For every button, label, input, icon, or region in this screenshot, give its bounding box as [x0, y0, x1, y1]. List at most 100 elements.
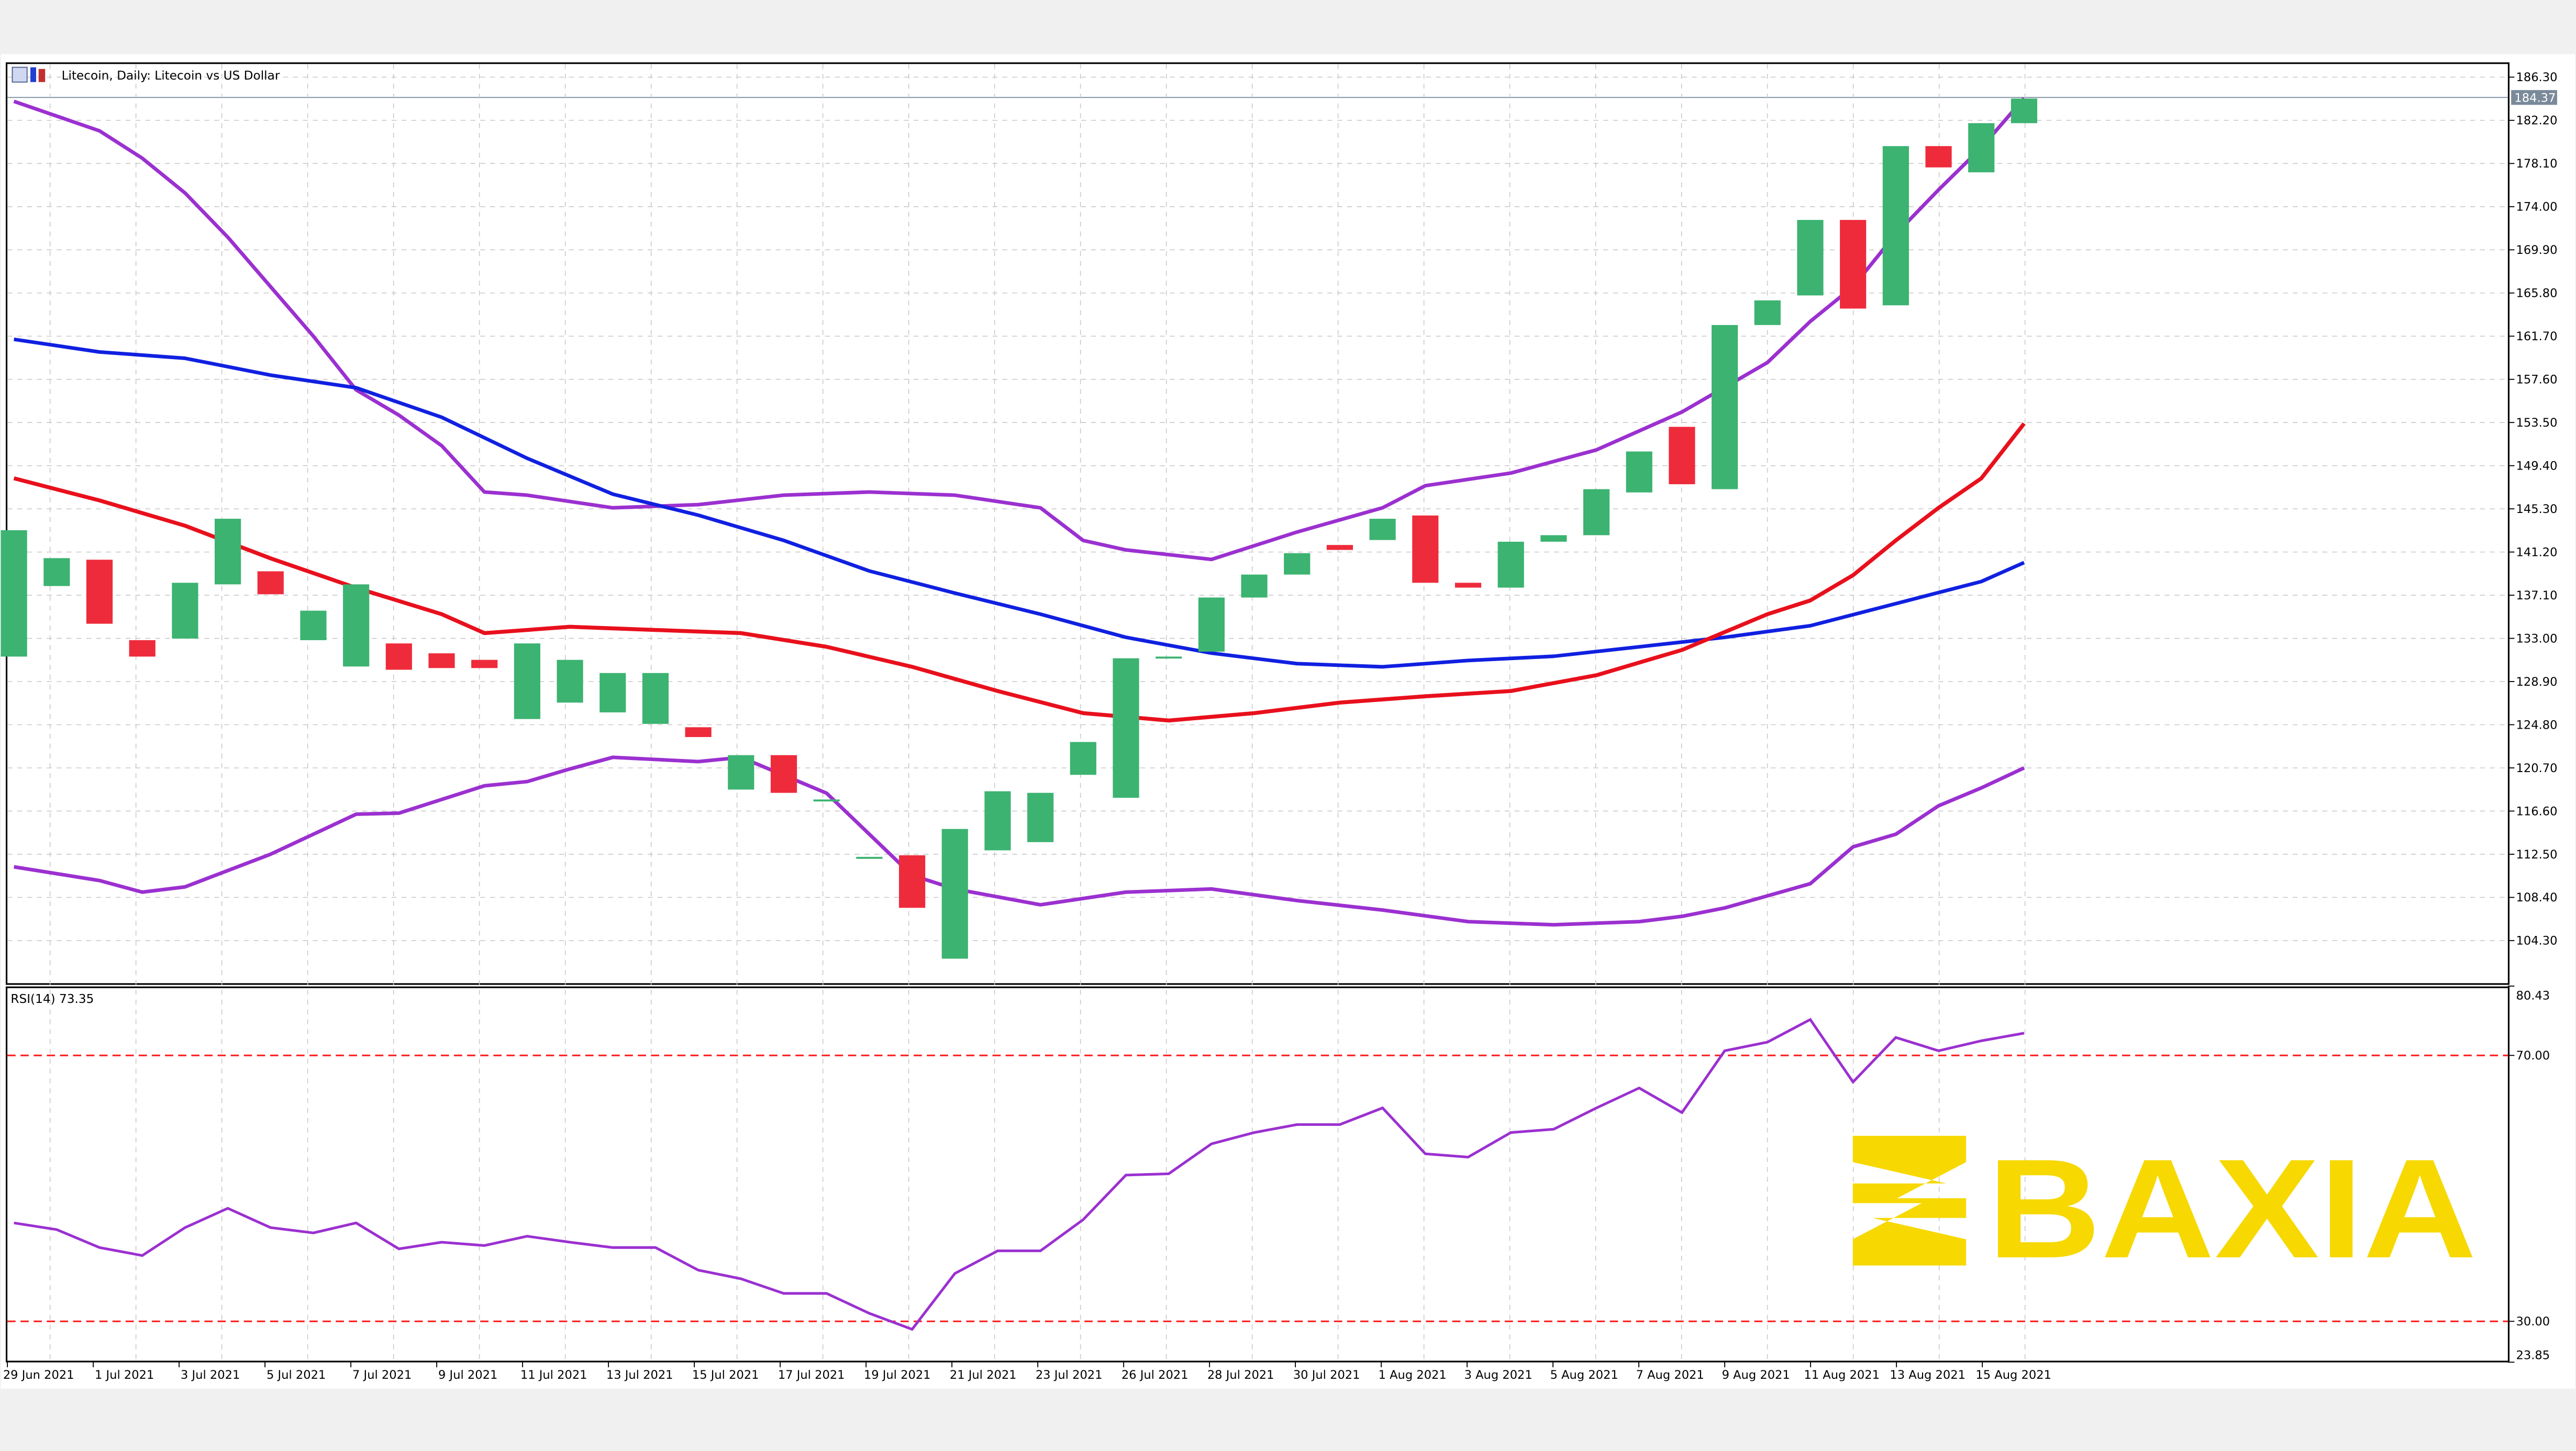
- price-tick-label: 124.80: [2516, 718, 2558, 732]
- rsi-line: [14, 1018, 2025, 1331]
- chart-type-icon: [30, 67, 36, 82]
- candle-bearish: [129, 640, 156, 657]
- candle-bullish: [813, 799, 840, 802]
- table-icon: [12, 66, 28, 83]
- candle-bullish: [1070, 742, 1096, 775]
- candle-bullish: [1, 530, 27, 657]
- date-label: 1 Aug 2021: [1379, 1368, 1447, 1382]
- price-axis[interactable]: 186.30 182.20 178.10 174.00 169.90 165.80 161.…: [2507, 71, 2558, 948]
- candle-bullish: [941, 829, 968, 959]
- price-tick-label: 153.50: [2516, 416, 2558, 430]
- price-tick-label: 165.80: [2516, 287, 2558, 300]
- candle-bullish: [1712, 325, 1738, 489]
- price-tick-label: 186.30: [2516, 71, 2558, 84]
- candle-bullish: [215, 519, 241, 585]
- price-tick-label: 104.30: [2516, 934, 2558, 948]
- candle-bearish: [428, 653, 455, 668]
- date-label: 26 Jul 2021: [1122, 1368, 1189, 1382]
- candle-bullish: [1882, 146, 1909, 306]
- date-label: 13 Jul 2021: [606, 1368, 673, 1382]
- current-price-badge: [2511, 90, 2557, 105]
- date-label: 19 Jul 2021: [864, 1368, 931, 1382]
- price-tick-label: 145.30: [2516, 503, 2558, 516]
- rsi-panel-border[interactable]: [5, 986, 2510, 1363]
- rsi-label: RSI(14) 73.35: [10, 992, 94, 1006]
- rsi-tick-label: 30.00: [2516, 1315, 2550, 1329]
- date-label: 17 Jul 2021: [778, 1368, 845, 1382]
- date-label: 3 Jul 2021: [181, 1368, 240, 1382]
- bollinger-upper-line: [13, 97, 2026, 562]
- price-tick-label: 174.00: [2516, 200, 2558, 214]
- candle-bullish: [599, 673, 626, 712]
- candle-bearish: [471, 660, 498, 668]
- candle-bullish: [1113, 658, 1139, 798]
- chart-area: [1, 54, 2575, 1389]
- price-tick-label: 149.40: [2516, 459, 2558, 473]
- date-label: 5 Jul 2021: [267, 1368, 326, 1382]
- chart-title: Litecoin, Daily: Litecoin vs US Dollar: [12, 66, 280, 83]
- date-label: 7 Jul 2021: [352, 1368, 412, 1382]
- date-axis[interactable]: 29 Jun 2021 1 Jul 2021 3 Jul 2021 5 Jul 202…: [3, 1360, 2051, 1382]
- price-tick-label: 157.60: [2516, 373, 2558, 387]
- current-price-label: 184.37: [2514, 91, 2556, 105]
- baxia-logo: BAXIA: [1852, 1130, 2477, 1288]
- candle-bullish: [1497, 541, 1524, 588]
- candle-bearish: [898, 855, 926, 908]
- date-label: 15 Aug 2021: [1975, 1368, 2051, 1382]
- date-label: 30 Jul 2021: [1293, 1368, 1360, 1382]
- grid: [7, 64, 2508, 1361]
- candle-bullish: [43, 558, 70, 586]
- candle-bullish: [1968, 123, 1995, 173]
- bollinger-lower-line: [14, 755, 2025, 927]
- chart-type-icon-red: [38, 69, 46, 82]
- candle-bearish: [86, 560, 113, 624]
- candle-bullish: [2011, 98, 2037, 124]
- price-tick-label: 137.10: [2516, 589, 2558, 602]
- candle-bullish: [728, 755, 754, 790]
- candle-bullish: [514, 643, 540, 719]
- price-tick-label: 108.40: [2516, 891, 2558, 905]
- baxia-logo-icon: [1852, 1135, 1967, 1266]
- date-label: 3 Aug 2021: [1464, 1368, 1533, 1382]
- rsi-tick-label: 70.00: [2516, 1049, 2550, 1063]
- price-tick-label: 120.70: [2516, 762, 2558, 775]
- candle-bullish: [1284, 553, 1311, 575]
- price-tick-label: 161.70: [2516, 330, 2558, 343]
- candle-bullish: [1027, 793, 1054, 842]
- date-label: 28 Jul 2021: [1207, 1368, 1274, 1382]
- candle-bearish: [770, 755, 797, 793]
- date-label: 23 Jul 2021: [1036, 1368, 1103, 1382]
- date-label: 1 Jul 2021: [95, 1368, 154, 1382]
- main-panel-border: [5, 62, 2510, 985]
- candle-bearish: [1669, 427, 1695, 485]
- price-tick-label: 178.10: [2516, 157, 2558, 171]
- date-label: 29 Jun 2021: [3, 1368, 74, 1382]
- candle-bullish: [1540, 535, 1567, 542]
- candle-bullish: [343, 584, 370, 667]
- price-tick-label: 169.90: [2516, 243, 2558, 257]
- candle-bearish: [385, 643, 412, 670]
- date-label: 9 Jul 2021: [438, 1368, 497, 1382]
- candle-bullish: [856, 856, 883, 859]
- candle-bearish: [1840, 220, 1867, 309]
- rsi-indicator: 80.43 70.00 30.00 23.85: [7, 985, 2550, 1363]
- date-label: 11 Jul 2021: [520, 1368, 587, 1382]
- date-label: 13 Aug 2021: [1890, 1368, 1966, 1382]
- candle-bullish: [642, 673, 669, 724]
- date-label: 9 Aug 2021: [1722, 1368, 1790, 1382]
- candle-bullish: [1241, 574, 1268, 598]
- chart-title-text: Litecoin, Daily: Litecoin vs US Dollar: [62, 69, 280, 83]
- candle-bullish: [984, 791, 1011, 851]
- candle-bearish: [1326, 545, 1353, 550]
- candle-bearish: [1412, 515, 1439, 583]
- price-tick-label: 112.50: [2516, 848, 2558, 862]
- rsi-tick-label: 80.43: [2516, 989, 2550, 1003]
- candle-bullish: [1156, 656, 1182, 659]
- price-tick-label: 182.20: [2516, 114, 2558, 128]
- date-label: 11 Aug 2021: [1804, 1368, 1880, 1382]
- date-label: 7 Aug 2021: [1636, 1368, 1704, 1382]
- candle-bullish: [1583, 489, 1610, 535]
- date-label: 5 Aug 2021: [1550, 1368, 1618, 1382]
